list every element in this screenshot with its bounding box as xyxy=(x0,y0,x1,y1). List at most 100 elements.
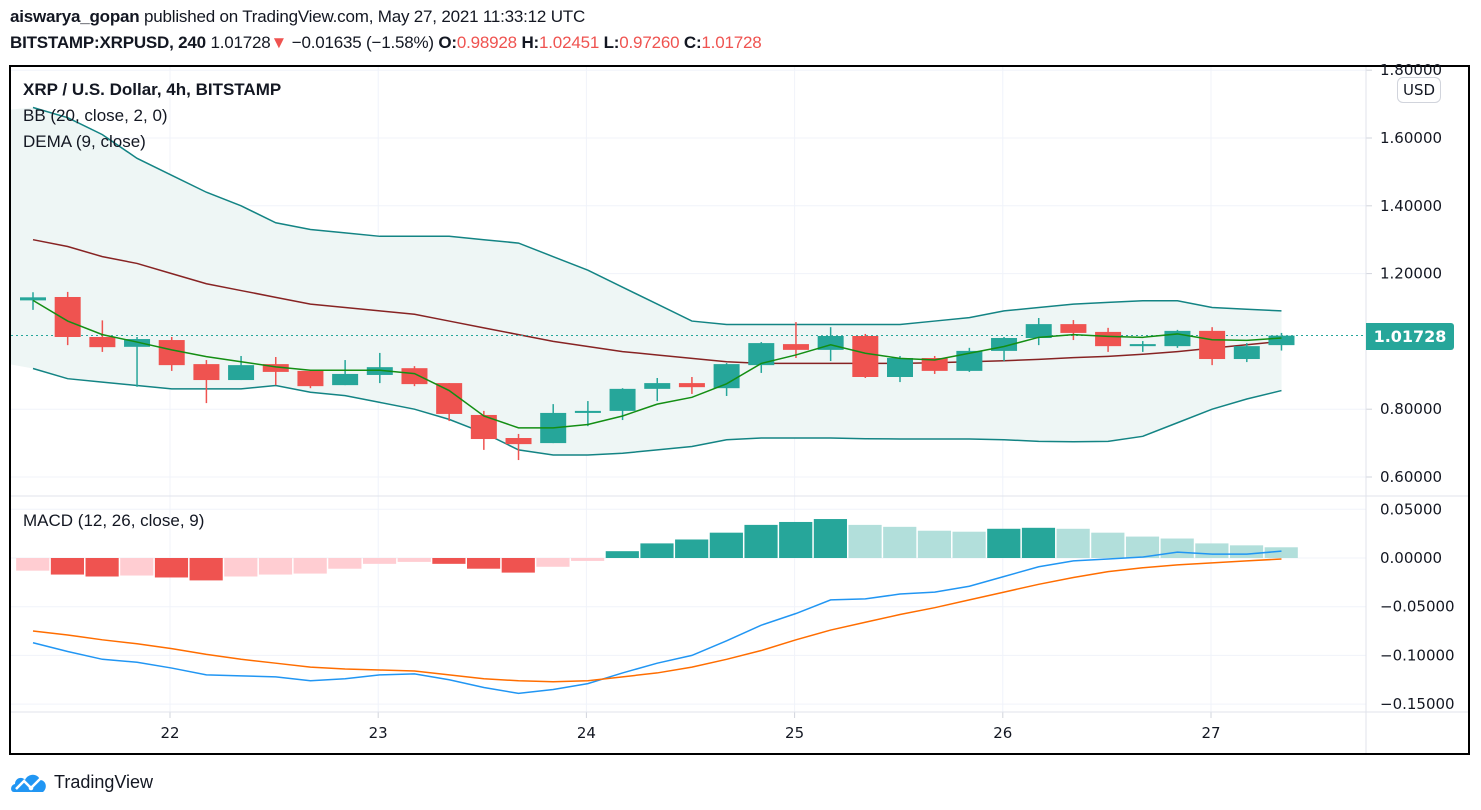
candle-body xyxy=(748,343,775,366)
macd-histogram-bar xyxy=(50,558,85,575)
candle-body xyxy=(1268,335,1295,346)
macd-histogram-bar xyxy=(883,526,917,558)
candle-body xyxy=(54,296,81,337)
macd-histogram-bar xyxy=(1160,538,1194,558)
candle-body xyxy=(921,358,948,371)
macd-histogram-bar xyxy=(1091,532,1125,558)
candle xyxy=(262,356,289,386)
macd-histogram-bar xyxy=(605,551,639,558)
candle-body xyxy=(158,340,185,366)
macd-legend[interactable]: MACD (12, 26, close, 9) xyxy=(23,511,205,530)
candle-body xyxy=(228,365,255,381)
macd-histogram-bar xyxy=(848,524,882,558)
bollinger-bands xyxy=(11,106,1366,456)
candle xyxy=(782,322,809,359)
macd-histogram-bar xyxy=(189,558,223,581)
macd-histogram-bar xyxy=(467,558,501,569)
time-tick-label: 23 xyxy=(369,724,388,742)
candle xyxy=(297,369,324,389)
macd-histogram-bar xyxy=(501,558,535,573)
macd-histogram-bar xyxy=(362,558,397,564)
price-change: −0.01635 (−1.58%) xyxy=(291,33,434,52)
bb-upper-line xyxy=(32,106,1282,326)
candle-body xyxy=(609,388,636,411)
bb-fill xyxy=(33,107,1282,455)
candle xyxy=(1060,320,1087,341)
candle xyxy=(1233,343,1260,363)
candle xyxy=(1164,329,1191,348)
macd-histogram-bar xyxy=(1229,545,1264,558)
macd-histogram-bar xyxy=(1264,547,1298,558)
candle xyxy=(748,342,775,373)
candle xyxy=(124,336,151,387)
candle xyxy=(401,366,428,387)
macd-histogram-bar xyxy=(16,558,50,571)
candle-body xyxy=(332,373,359,386)
macd-tick-label: −0.15000 xyxy=(1380,695,1455,713)
candle-body xyxy=(644,383,671,389)
candle-body xyxy=(297,370,324,387)
candle xyxy=(332,360,359,386)
macd-histogram-bar xyxy=(675,539,709,558)
bb-legend[interactable]: BB (20, close, 2, 0) xyxy=(23,106,168,125)
candle xyxy=(956,347,983,372)
candle-body xyxy=(1060,324,1087,333)
macd-histogram-bar xyxy=(1195,543,1229,558)
candle-body xyxy=(262,364,289,372)
open-value: 0.98928 xyxy=(456,33,517,52)
tradingview-logo[interactable]: TradingView xyxy=(10,770,153,794)
candle-body xyxy=(956,350,983,371)
candle xyxy=(228,355,255,381)
candle-body xyxy=(574,410,601,413)
macd-histogram-bar xyxy=(258,558,293,575)
macd-histogram-bar xyxy=(120,558,154,576)
candle xyxy=(1268,332,1295,351)
candle xyxy=(574,401,601,427)
candle xyxy=(89,320,116,352)
down-arrow-icon: ▼ xyxy=(270,33,288,52)
macd-histogram-bar xyxy=(328,558,362,569)
candle xyxy=(54,291,81,346)
low-label: L: xyxy=(603,33,620,52)
chart-title: XRP / U.S. Dollar, 4h, BITSTAMP xyxy=(23,80,282,99)
candle-body xyxy=(1164,330,1191,347)
macd-histogram-bar xyxy=(571,558,605,561)
high-label: H: xyxy=(521,33,540,52)
bb-lower-line xyxy=(32,367,1282,456)
macd-pane xyxy=(16,519,1298,695)
time-tick-label: 22 xyxy=(160,724,179,742)
publish-info: aiswarya_gopan published on TradingView.… xyxy=(10,7,585,27)
macd-histogram-bar xyxy=(640,543,674,558)
macd-histogram-bar xyxy=(1056,528,1090,558)
author-name[interactable]: aiswarya_gopan xyxy=(10,7,140,26)
candle-body xyxy=(1199,330,1226,360)
price-tick-label: 0.80000 xyxy=(1380,400,1442,418)
price-tick-label: 1.40000 xyxy=(1380,197,1442,215)
low-value: 0.97260 xyxy=(619,33,680,52)
currency-button[interactable]: USD xyxy=(1397,77,1441,103)
candle xyxy=(1199,327,1226,366)
candle-body xyxy=(505,438,532,445)
candle-body xyxy=(401,368,428,385)
macd-histogram-bar xyxy=(813,519,847,558)
macd-tick-label: −0.05000 xyxy=(1380,598,1455,616)
axes: 1.80000 1.60000 1.40000 1.20000 0.80000 0.600… xyxy=(11,61,1468,753)
macd-tick-label: 0.05000 xyxy=(1380,500,1442,518)
signal-line xyxy=(32,558,1282,683)
macd-histogram-bar xyxy=(432,558,466,564)
candle-body xyxy=(193,364,220,381)
macd-tick-label: 0.00000 xyxy=(1380,549,1442,567)
candle-body xyxy=(1095,331,1122,347)
candle-body xyxy=(852,335,879,377)
candle xyxy=(158,336,185,371)
macd-histogram-bar xyxy=(744,524,778,558)
candle-body xyxy=(1129,344,1156,347)
macd-histogram-bar xyxy=(917,530,952,558)
macd-histogram-bar xyxy=(154,558,189,578)
dema-legend[interactable]: DEMA (9, close) xyxy=(23,132,146,151)
macd-histogram-bar xyxy=(1125,536,1160,558)
candle-body xyxy=(89,336,116,348)
macd-histogram-bar xyxy=(85,558,119,577)
time-tick-label: 27 xyxy=(1201,724,1220,742)
